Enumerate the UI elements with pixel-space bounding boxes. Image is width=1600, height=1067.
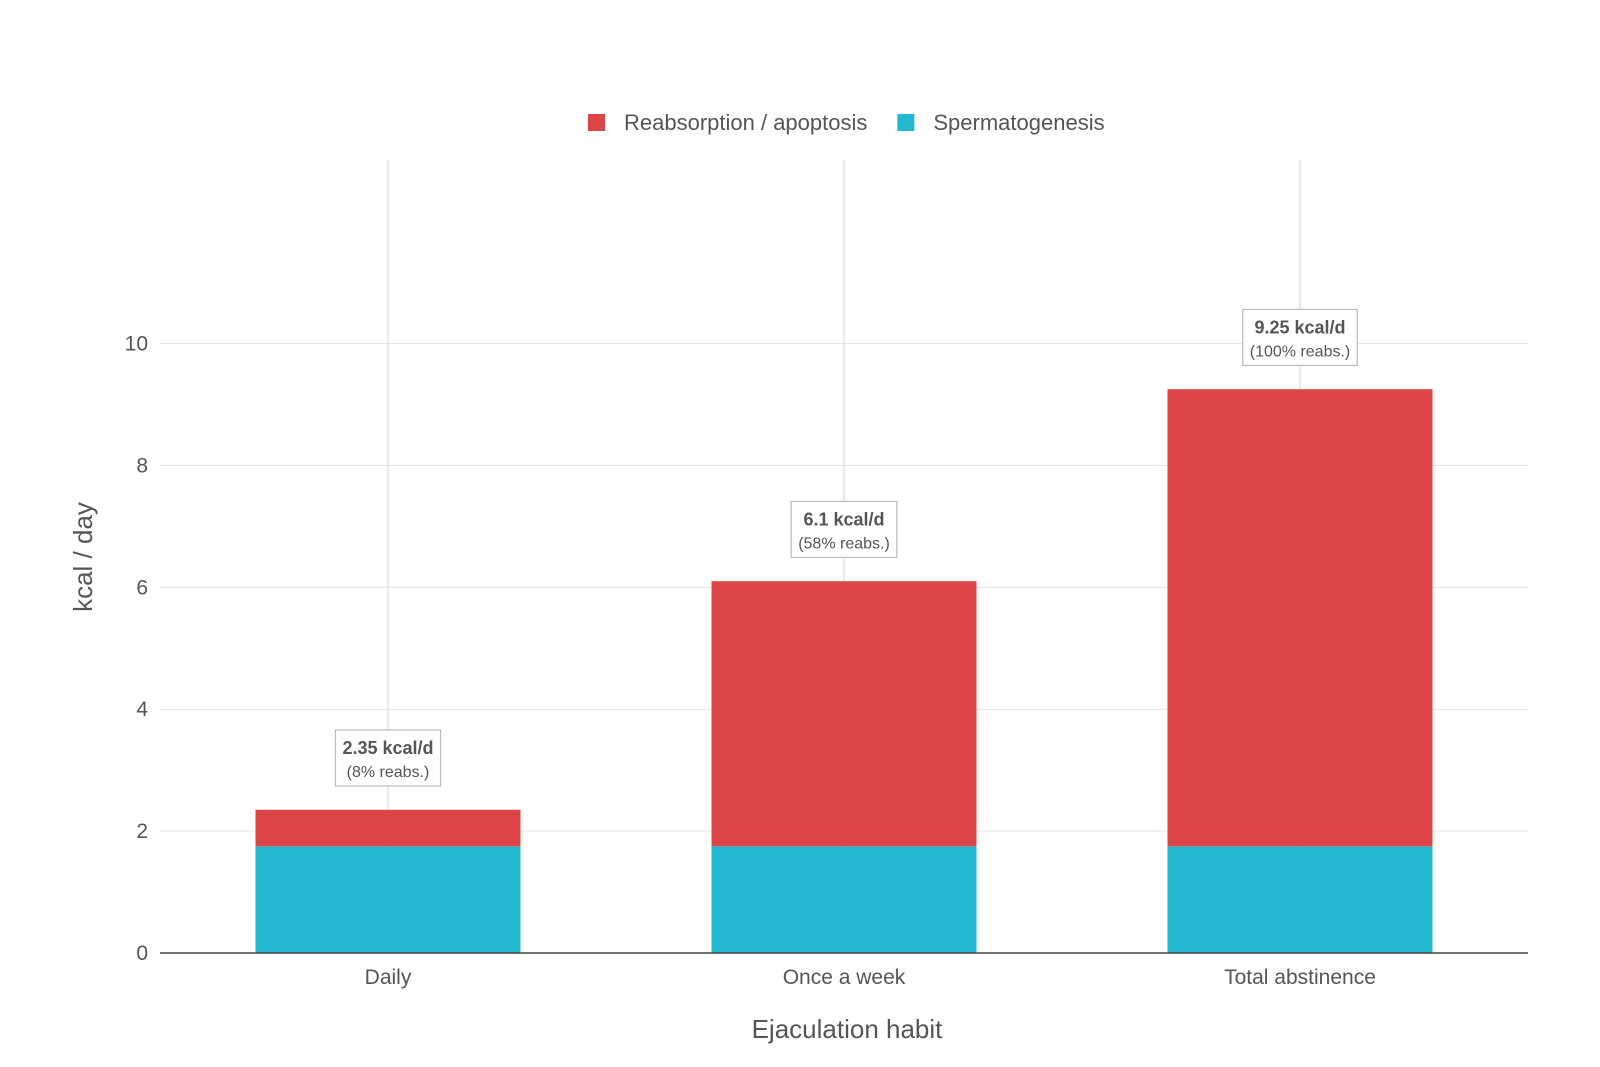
y-tick-label: 10	[125, 333, 148, 356]
annotation-percent: (100% reabs.)	[1250, 343, 1351, 360]
legend-label: Reabsorption / apoptosis	[624, 110, 867, 135]
y-axis-title: kcal / day	[68, 502, 98, 612]
legend-swatch	[588, 114, 605, 131]
x-tick-label: Once a week	[783, 966, 906, 989]
bars	[255, 389, 1433, 953]
annotation-box: 9.25 kcal/d (100% reabs.)	[1242, 308, 1358, 367]
y-tick-label: 8	[136, 454, 148, 477]
annotation-frame	[334, 729, 442, 787]
annotation-frame	[790, 500, 898, 558]
bar-reabsorption	[1167, 389, 1433, 847]
annotation-percent: (8% reabs.)	[347, 764, 430, 781]
legend-swatch	[897, 114, 915, 131]
x-tick-label: Total abstinence	[1224, 966, 1376, 989]
x-axis-title: Ejaculation habit	[752, 1014, 944, 1044]
annotation-total: 2.35 kcal/d	[342, 738, 433, 758]
annotation-percent: (58% reabs.)	[798, 535, 890, 552]
axes: 0 2 4 6 8 10 Daily Once a week Total abstinence	[125, 333, 1528, 989]
annotations: 2.35 kcal/d (8% reabs.) 6.1 kcal/d (58% rea…	[334, 308, 1358, 787]
annotation-box: 6.1 kcal/d (58% reabs.)	[790, 500, 898, 558]
y-tick-label: 4	[136, 698, 148, 721]
annotation-total: 9.25 kcal/d	[1254, 317, 1345, 337]
bar-spermatogenesis	[255, 846, 521, 953]
bar-spermatogenesis	[1167, 846, 1433, 953]
bar-spermatogenesis	[711, 846, 977, 953]
annotation-total: 6.1 kcal/d	[803, 509, 884, 529]
bar-reabsorption	[711, 581, 977, 847]
legend-label: Spermatogenesis	[933, 110, 1104, 135]
y-tick-label: 6	[136, 576, 148, 599]
y-tick-label: 0	[136, 942, 148, 965]
y-tick-label: 2	[136, 820, 148, 843]
annotation-box: 2.35 kcal/d (8% reabs.)	[334, 729, 442, 787]
bar-reabsorption	[255, 809, 521, 847]
annotation-frame	[1242, 308, 1358, 367]
x-tick-label: Daily	[365, 966, 412, 989]
legend: Reabsorption / apoptosis Spermatogenesis	[588, 110, 1105, 135]
